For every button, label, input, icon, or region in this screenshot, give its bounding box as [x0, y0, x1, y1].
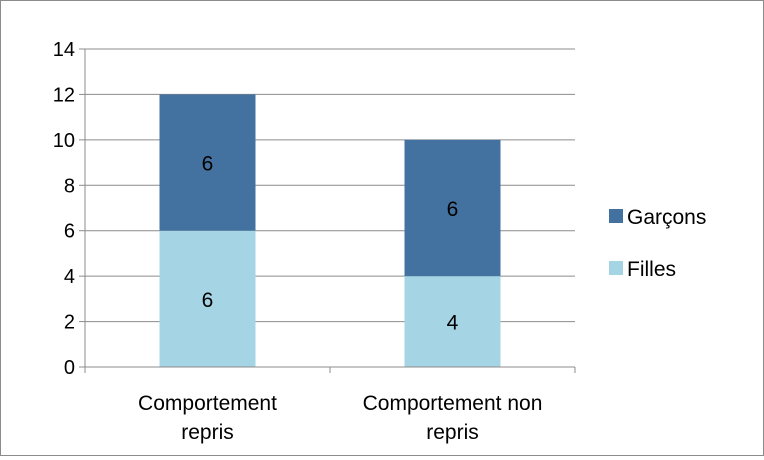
x-category-label: repris	[181, 421, 234, 444]
grid-layer	[85, 48, 575, 323]
x-category-label: Comportement	[138, 392, 277, 415]
bar-segment	[404, 276, 501, 367]
y-tick-label: 6	[64, 221, 75, 243]
x-axis-category-labels: Comportement repris Comportement non repris	[138, 392, 542, 444]
y-axis-tick-labels: 0 2 4 6 8 10 12 14	[53, 39, 75, 379]
data-label: 4	[447, 312, 459, 335]
y-tick-label: 12	[53, 84, 75, 106]
legend: Garçons Filles	[609, 206, 706, 281]
legend-swatch	[609, 261, 623, 275]
data-label: 6	[202, 289, 214, 312]
data-label: 6	[447, 198, 459, 221]
y-tick-label: 2	[64, 312, 75, 334]
legend-label: Filles	[627, 258, 676, 281]
bar-segment	[159, 94, 256, 231]
y-tick-label: 0	[64, 357, 75, 379]
legend-label: Garçons	[627, 206, 706, 229]
y-tick-label: 14	[53, 39, 75, 61]
bar-segment	[159, 230, 256, 367]
bar-layer: 6 6 4 6	[159, 94, 501, 367]
data-label: 6	[202, 153, 214, 176]
x-category-label: repris	[426, 421, 479, 444]
axis-layer	[79, 48, 576, 373]
x-category-label: Comportement non	[363, 392, 543, 415]
y-tick-label: 10	[53, 130, 75, 152]
y-tick-label: 8	[64, 175, 75, 197]
legend-swatch	[609, 209, 623, 223]
y-tick-label: 4	[64, 266, 75, 288]
bar-segment	[404, 139, 501, 277]
